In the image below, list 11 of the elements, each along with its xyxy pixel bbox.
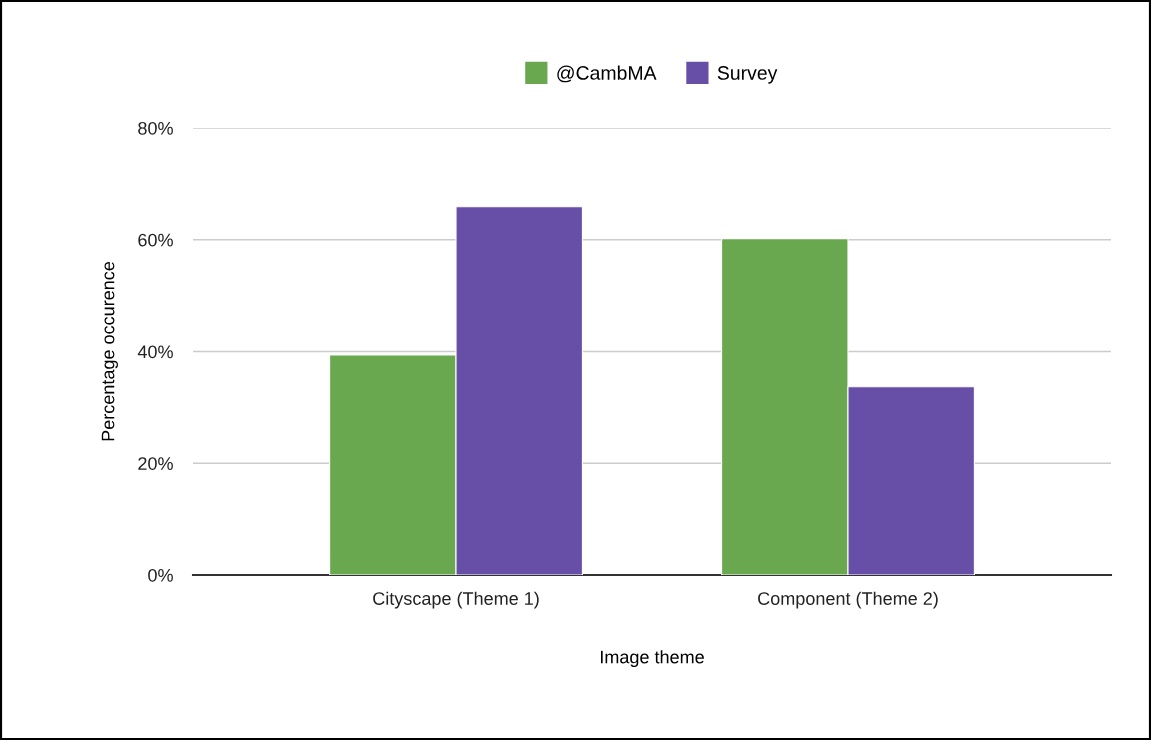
y-tick-label: 80% — [138, 121, 173, 135]
legend-label: Survey — [717, 66, 778, 84]
legend-label: @CambMA — [557, 65, 657, 83]
y-tick-label: 40% — [137, 345, 173, 359]
y-tick-label: 20% — [138, 457, 173, 470]
y-axis-title: Percentage occurence — [101, 261, 118, 441]
x-axis-title: Image theme — [600, 650, 704, 667]
x-tick-label: Cityscape (Theme 1) — [373, 591, 539, 609]
x-tick-label: Component (Theme 2) — [758, 591, 938, 609]
y-tick-label: 0% — [148, 568, 173, 582]
y-tick-label: 60% — [138, 233, 173, 247]
